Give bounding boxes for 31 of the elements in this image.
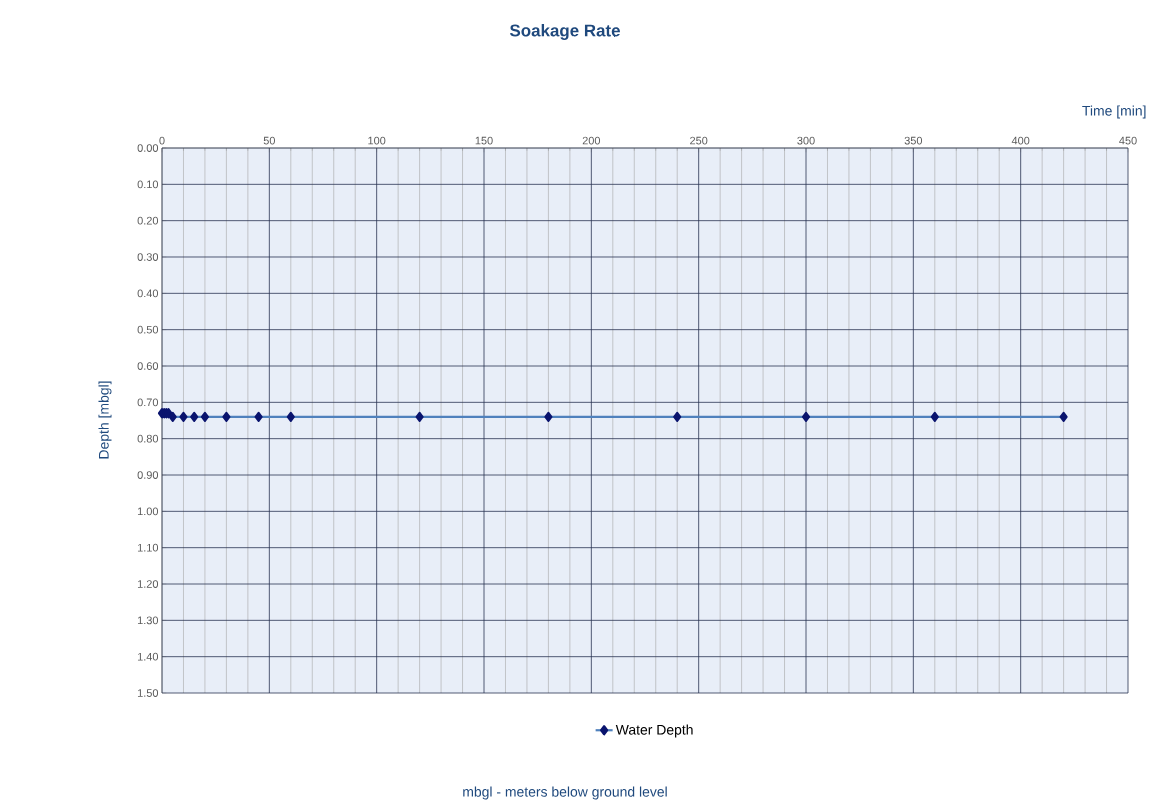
x-tick-label: 250 [690, 136, 708, 145]
y-tick-label: 0.20 [137, 216, 159, 225]
x-tick-label: 350 [904, 136, 923, 145]
x-tick-label: 0 [159, 136, 165, 145]
y-tick-label: 1.00 [137, 507, 159, 516]
x-tick-label: 200 [582, 136, 601, 145]
y-tick-label: 1.40 [137, 652, 159, 661]
x-tick-label: 100 [368, 136, 386, 145]
y-tick-label: 0.10 [137, 180, 159, 189]
y-axis-title: Depth [mbgl] [98, 381, 112, 459]
y-tick-label: 1.50 [137, 689, 159, 697]
x-tick-label: 400 [1011, 136, 1030, 145]
x-tick-label: 450 [1119, 136, 1137, 145]
x-tick-label: 300 [797, 136, 815, 145]
y-tick-label: 1.20 [137, 580, 159, 588]
y-tick-label: 1.10 [137, 543, 159, 552]
x-tick-label: 150 [475, 136, 493, 145]
text: mbgl - meters below ground level [463, 786, 667, 800]
y-tick-label: 0.30 [137, 253, 159, 261]
y-tick-label: 1.30 [137, 616, 159, 625]
y-tick-label: 0.00 [137, 144, 159, 152]
y-tick-label: 0.70 [137, 398, 159, 407]
x-tick-label: 50 [263, 136, 275, 145]
legend-label: Water Depth [615, 724, 693, 738]
y-tick-label: 0.80 [137, 434, 159, 443]
y-tick-label: 0.50 [137, 325, 159, 334]
chart-title: Soakage Rate [509, 24, 620, 40]
x-axis-title: Time [min] [1082, 105, 1146, 119]
y-tick-label: 0.60 [137, 362, 159, 370]
y-tick-label: 0.90 [137, 471, 159, 479]
y-tick-label: 0.40 [137, 289, 159, 298]
